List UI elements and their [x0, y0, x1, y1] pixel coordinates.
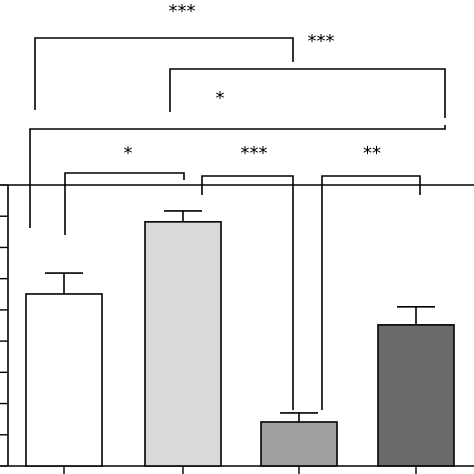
significance: ** [363, 143, 381, 164]
significance: *** [169, 1, 196, 22]
bracket [64, 172, 185, 235]
bracket [29, 125, 446, 228]
bracket [321, 175, 421, 410]
bracket [34, 37, 294, 110]
significance: * [216, 88, 225, 109]
significance: * [124, 143, 133, 164]
significance: *** [241, 143, 268, 164]
bracket [201, 175, 294, 410]
bar [377, 324, 455, 467]
bar [260, 421, 338, 467]
significance: *** [308, 31, 335, 52]
bar [144, 221, 222, 467]
bar [25, 293, 103, 467]
bracket [169, 68, 446, 118]
